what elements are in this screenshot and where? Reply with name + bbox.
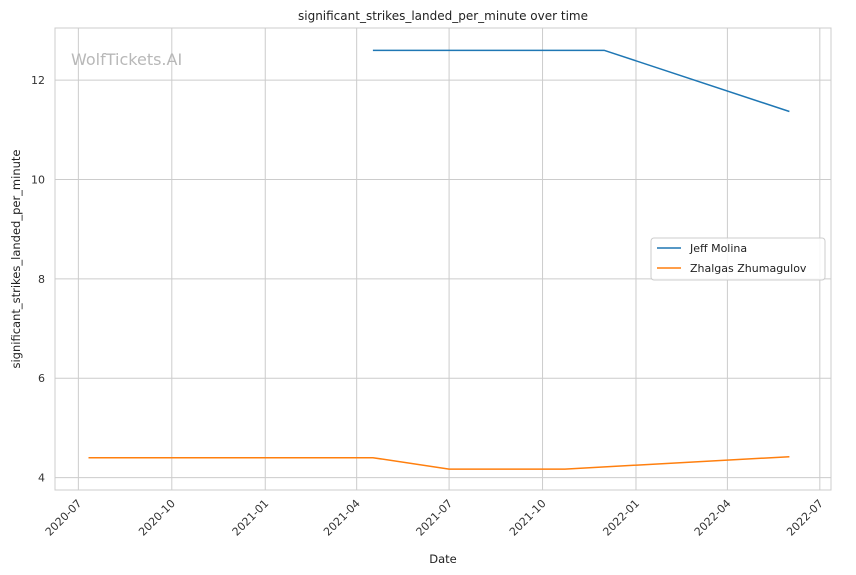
series-lines — [88, 49, 790, 470]
x-axis-label: Date — [429, 552, 457, 566]
plot-area-frame — [54, 27, 832, 491]
y-tick-label: 6 — [38, 372, 45, 385]
series-line-zhalgas-zhumagulov — [88, 455, 790, 470]
legend-box — [650, 237, 826, 281]
series-line-jeff-molina — [372, 49, 790, 113]
watermark: WolfTickets.AI — [71, 50, 182, 69]
y-axis-label: significant_strikes_landed_per_minute — [9, 150, 23, 369]
y-tick-label: 10 — [31, 174, 45, 187]
chart-title: significant_strikes_landed_per_minute ov… — [298, 9, 588, 23]
legend-label-jeff-molina: Jeff Molina — [689, 242, 747, 255]
y-tick-label: 8 — [38, 273, 45, 286]
grid — [55, 28, 831, 490]
legend-label-zhalgas-zhumagulov: Zhalgas Zhumagulov — [690, 262, 807, 275]
y-tick-label: 12 — [31, 74, 45, 87]
y-tick-label: 4 — [38, 472, 45, 485]
legend: Jeff Molina Zhalgas Zhumagulov — [650, 237, 826, 281]
